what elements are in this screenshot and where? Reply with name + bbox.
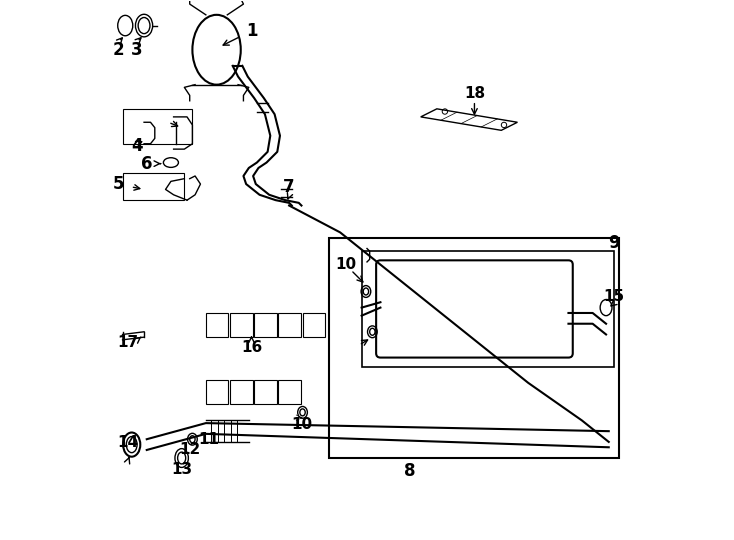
Bar: [230, 380, 252, 404]
Text: 5: 5: [113, 175, 125, 193]
Text: 18: 18: [464, 86, 485, 102]
Text: 16: 16: [241, 340, 262, 355]
Text: 9: 9: [608, 234, 620, 252]
Text: 3: 3: [131, 40, 143, 59]
Bar: [278, 380, 301, 404]
Bar: [302, 313, 325, 337]
Text: 10: 10: [291, 417, 312, 432]
Bar: [278, 313, 301, 337]
Text: 14: 14: [117, 435, 139, 450]
Text: 11: 11: [198, 431, 219, 447]
Bar: [206, 380, 228, 404]
Text: 7: 7: [283, 178, 295, 195]
Text: 10: 10: [335, 257, 356, 272]
Text: 17: 17: [117, 335, 139, 350]
Text: 1: 1: [246, 22, 257, 40]
Bar: [254, 313, 277, 337]
Bar: [123, 173, 184, 200]
Bar: [206, 313, 228, 337]
Text: 4: 4: [131, 138, 143, 156]
Bar: [230, 313, 252, 337]
Bar: [330, 238, 619, 458]
Text: 2: 2: [113, 40, 125, 59]
Text: 13: 13: [171, 462, 192, 477]
Text: 6: 6: [141, 154, 153, 173]
Bar: [123, 109, 192, 144]
Text: 12: 12: [179, 442, 200, 457]
Bar: [362, 251, 614, 367]
Text: 15: 15: [603, 289, 625, 305]
Text: 8: 8: [404, 462, 415, 481]
Bar: [254, 380, 277, 404]
